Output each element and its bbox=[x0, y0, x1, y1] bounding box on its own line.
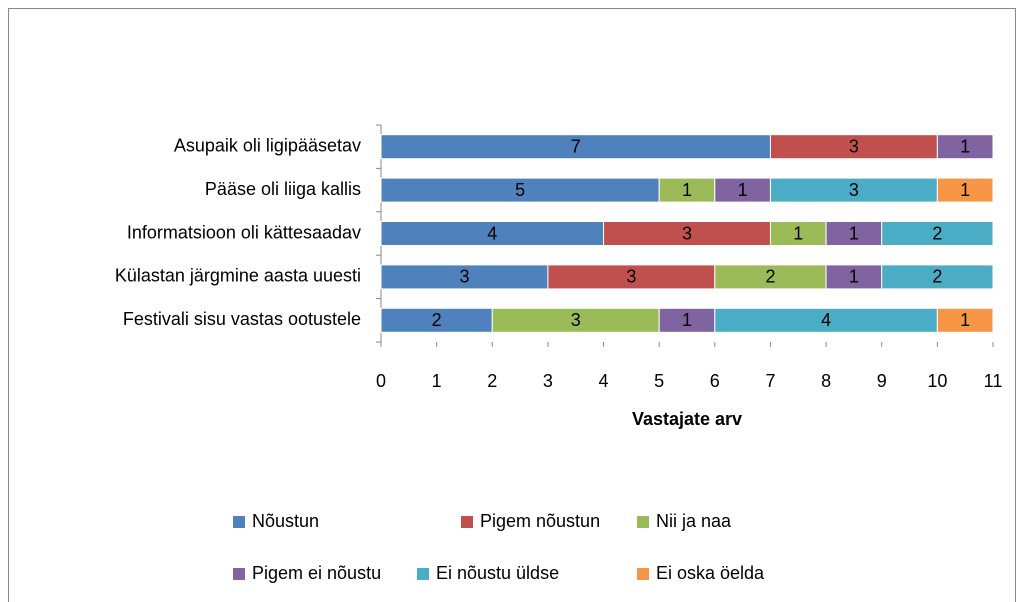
bar-segment bbox=[936, 177, 994, 203]
x-tick-label: 9 bbox=[877, 371, 887, 391]
x-tick-label: 2 bbox=[487, 371, 497, 391]
bar-segment bbox=[714, 264, 827, 290]
data-label: 7 bbox=[571, 136, 581, 156]
data-label: 3 bbox=[459, 267, 469, 287]
bar-segment bbox=[658, 177, 716, 203]
x-tick-label: 8 bbox=[821, 371, 831, 391]
legend-swatch bbox=[233, 568, 245, 580]
y-tick-label: Asupaik oli ligipääsetav bbox=[174, 135, 361, 155]
data-label: 1 bbox=[849, 223, 859, 243]
data-label: 3 bbox=[849, 136, 859, 156]
data-label: 2 bbox=[932, 223, 942, 243]
data-label: 4 bbox=[821, 310, 831, 330]
x-tick-label: 10 bbox=[927, 371, 947, 391]
x-tick-label: 6 bbox=[710, 371, 720, 391]
legend-label: Pigem ei nõustu bbox=[252, 563, 381, 583]
chart-frame bbox=[8, 8, 1016, 602]
data-label: 2 bbox=[432, 310, 442, 330]
legend-label: Nii ja naa bbox=[656, 511, 732, 531]
x-tick-label: 11 bbox=[984, 371, 1003, 391]
x-tick-label: 5 bbox=[654, 371, 664, 391]
bar-segment bbox=[769, 221, 827, 246]
data-label: 1 bbox=[960, 180, 970, 200]
bar-segment bbox=[380, 134, 771, 160]
y-tick-label: Festivali sisu vastas ootustele bbox=[123, 309, 361, 329]
x-tick-label: 0 bbox=[376, 371, 386, 391]
legend-label: Nõustun bbox=[252, 511, 319, 531]
bar-segment bbox=[380, 221, 605, 246]
data-label: 1 bbox=[682, 180, 692, 200]
x-tick-label: 7 bbox=[765, 371, 775, 391]
legend-swatch bbox=[461, 516, 473, 528]
y-tick-label: Informatsioon oli kättesaadav bbox=[127, 222, 361, 242]
bar-segment bbox=[769, 177, 938, 203]
bar-segment bbox=[547, 264, 716, 290]
data-label: 3 bbox=[849, 180, 859, 200]
bar-segment bbox=[936, 134, 994, 160]
data-label: 1 bbox=[960, 310, 970, 330]
data-label: 3 bbox=[682, 223, 692, 243]
legend-label: Ei oska öelda bbox=[656, 563, 765, 583]
data-label: 3 bbox=[571, 310, 581, 330]
legend-swatch bbox=[637, 568, 649, 580]
data-label: 1 bbox=[682, 310, 692, 330]
bar-segment bbox=[881, 264, 994, 290]
data-label: 1 bbox=[738, 180, 748, 200]
data-label: 5 bbox=[515, 180, 525, 200]
legend-label: Pigem nõustun bbox=[480, 511, 600, 531]
bar-segment bbox=[769, 134, 938, 160]
bar-segment bbox=[714, 307, 938, 333]
legend-swatch bbox=[417, 568, 429, 580]
bar-segment bbox=[603, 221, 771, 246]
y-tick-label: Külastan järgmine aasta uuesti bbox=[115, 266, 361, 286]
bar-segment bbox=[825, 221, 883, 246]
data-label: 1 bbox=[793, 223, 803, 243]
data-label: 3 bbox=[626, 267, 636, 287]
data-label: 2 bbox=[765, 267, 775, 287]
data-label: 2 bbox=[932, 267, 942, 287]
x-axis-title: Vastajate arv bbox=[632, 409, 742, 429]
x-tick-label: 3 bbox=[543, 371, 553, 391]
x-tick-label: 4 bbox=[599, 371, 609, 391]
data-label: 1 bbox=[849, 267, 859, 287]
bar-segment bbox=[881, 221, 994, 246]
y-tick-label: Pääse oli liiga kallis bbox=[205, 179, 361, 199]
legend-swatch bbox=[637, 516, 649, 528]
data-label: 4 bbox=[487, 223, 497, 243]
bar-segment bbox=[825, 264, 883, 290]
x-tick-label: 1 bbox=[432, 371, 442, 391]
bar-segment bbox=[658, 307, 716, 333]
legend-label: Ei nõustu üldse bbox=[436, 563, 559, 583]
bar-segment bbox=[380, 264, 549, 290]
data-label: 1 bbox=[960, 136, 970, 156]
bar-segment bbox=[936, 307, 994, 333]
bar-segment bbox=[380, 177, 660, 203]
bar-segment bbox=[714, 177, 771, 203]
legend-swatch bbox=[233, 516, 245, 528]
